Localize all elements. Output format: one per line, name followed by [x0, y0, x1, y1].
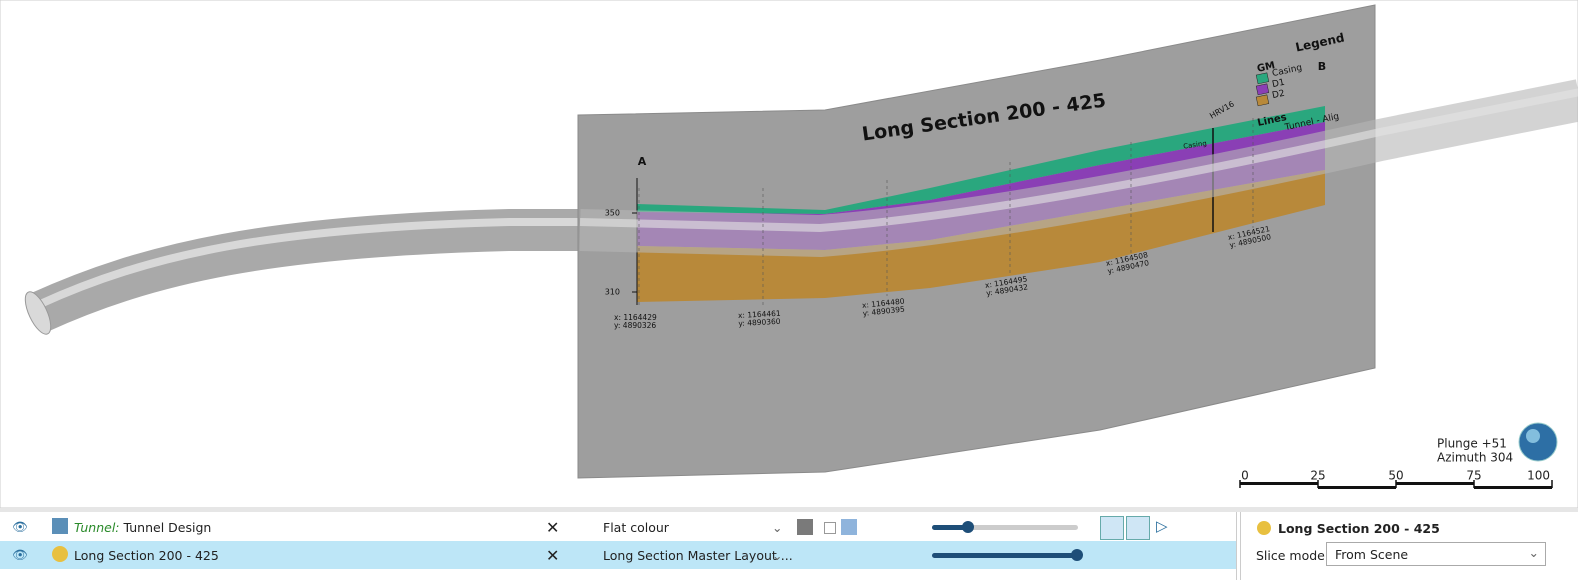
scale-segment — [1318, 486, 1396, 489]
slice-button[interactable]: ▷ — [1156, 517, 1168, 535]
elevation-label: 310 — [605, 288, 620, 297]
section-start-label: A — [638, 155, 647, 168]
color-swatch[interactable] — [841, 519, 857, 535]
legend-group: GM — [1256, 60, 1276, 75]
coordinate-y: y: 4890360 — [738, 317, 781, 328]
drillhole-unit-label: Casing — [1183, 139, 1208, 150]
legend-item: D1 — [1271, 78, 1285, 90]
layer-list: 👁 Tunnel: Tunnel Design ✕ Flat colour ⌄ … — [0, 512, 1237, 580]
slider-handle[interactable] — [1071, 549, 1083, 561]
scale-segment — [1474, 486, 1552, 489]
elevation-label: 350 — [605, 209, 620, 218]
layer-icon — [52, 518, 68, 534]
scale-label: 75 — [1466, 469, 1481, 483]
visibility-toggle[interactable]: 👁 — [12, 547, 28, 562]
layer-name: Tunnel Design — [123, 520, 212, 535]
slice-mode-dropdown[interactable]: From Scene ⌄ — [1326, 542, 1546, 566]
layer-label: Tunnel: Tunnel Design — [74, 520, 211, 535]
legend-swatch — [1255, 94, 1270, 107]
coordinate-y: y: 4890326 — [614, 321, 656, 330]
legend-item: D2 — [1271, 89, 1285, 101]
tunnel-highlight — [36, 218, 580, 309]
orientation-globe[interactable] — [1518, 422, 1558, 462]
opacity-slider[interactable] — [932, 553, 1078, 558]
slice-button[interactable] — [1126, 516, 1150, 540]
properties-title: Long Section 200 - 425 — [1278, 521, 1440, 536]
dropdown-arrow[interactable]: ⌄ — [772, 548, 783, 563]
scene-viewport[interactable]: Long Section 200 - 425 A B HRV16 Casing … — [0, 0, 1578, 508]
legend-swatch — [1255, 72, 1270, 85]
section-end-label: B — [1318, 60, 1326, 73]
scale-label: 100 — [1527, 469, 1550, 483]
layer-name: Long Section 200 - 425 — [74, 548, 219, 563]
scale-label: 0 — [1241, 469, 1249, 483]
color-swatch[interactable] — [797, 519, 813, 535]
slider-handle[interactable] — [962, 521, 974, 533]
coordinate-x: x: 1164429 — [614, 313, 657, 322]
tunnel-end — [24, 291, 52, 335]
dropdown-arrow[interactable]: ⌄ — [772, 520, 783, 535]
camera-azimuth: Azimuth 304 — [1437, 451, 1513, 465]
scale-label: 25 — [1310, 469, 1325, 483]
legend-swatch — [1255, 83, 1270, 96]
tunnel — [29, 209, 580, 333]
scale-segment — [1396, 482, 1474, 485]
coordinate-x: x: 1164461 — [738, 309, 781, 320]
layer-prefix: Tunnel: — [74, 520, 120, 535]
slice-mode-value: From Scene — [1335, 547, 1409, 562]
layer-row[interactable]: 👁 Tunnel: Tunnel Design ✕ Flat colour ⌄ … — [0, 514, 1236, 541]
dropdown-arrow: ⌄ — [1528, 545, 1539, 560]
properties-icon — [1257, 521, 1271, 535]
scale-label: 50 — [1388, 469, 1403, 483]
globe-highlight — [1526, 429, 1540, 443]
remove-button[interactable]: ✕ — [546, 518, 560, 537]
properties-panel: Long Section 200 - 425 Slice mode: From … — [1240, 512, 1578, 580]
scale-segment — [1240, 482, 1318, 485]
coordinate-y: y: 4890395 — [862, 305, 905, 318]
remove-button[interactable]: ✕ — [546, 546, 560, 565]
camera-plunge: Plunge +51 — [1437, 437, 1507, 451]
tunnel-highlight — [579, 88, 1578, 233]
splitter[interactable] — [0, 508, 1578, 512]
style-dropdown[interactable]: Flat colour — [603, 520, 669, 535]
slice-mode-label: Slice mode: — [1256, 548, 1330, 563]
checkbox[interactable] — [824, 522, 836, 534]
layer-icon — [52, 546, 68, 562]
visibility-toggle[interactable]: 👁 — [12, 519, 28, 534]
slice-button[interactable] — [1100, 516, 1124, 540]
coordinate-x: x: 1164480 — [861, 297, 905, 310]
opacity-slider[interactable] — [932, 525, 1078, 530]
style-dropdown[interactable]: Long Section Master Layout ... — [603, 548, 793, 563]
tunnel — [579, 79, 1578, 258]
layer-row-selected[interactable]: 👁 Long Section 200 - 425 ✕ Long Section … — [0, 541, 1236, 569]
